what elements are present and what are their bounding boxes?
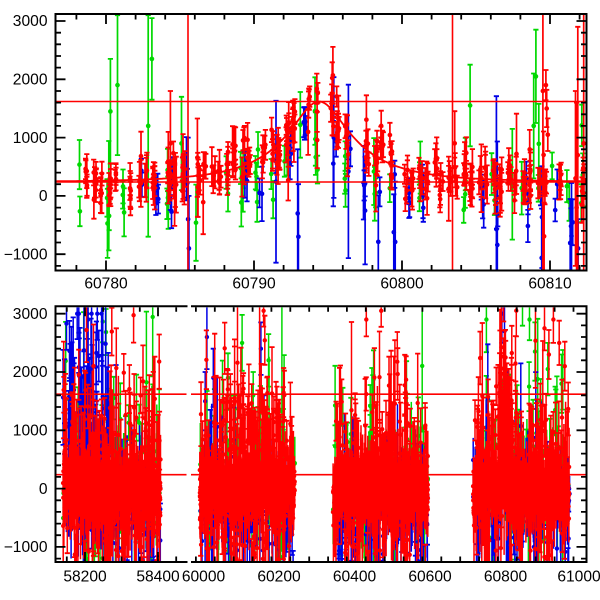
svg-text:60780: 60780 [84, 276, 128, 293]
svg-text:60790: 60790 [232, 276, 276, 293]
svg-text:3000: 3000 [13, 13, 48, 30]
svg-text:3000: 3000 [13, 306, 48, 323]
svg-text:2000: 2000 [13, 364, 48, 381]
svg-text:−1000: −1000 [4, 246, 48, 263]
svg-text:58400: 58400 [136, 569, 180, 586]
svg-text:2000: 2000 [13, 72, 48, 89]
svg-text:1000: 1000 [13, 423, 48, 440]
svg-text:0: 0 [39, 188, 48, 205]
svg-text:60400: 60400 [333, 569, 377, 586]
svg-text:60810: 60810 [528, 276, 572, 293]
svg-text:0: 0 [39, 481, 48, 498]
svg-text:60800: 60800 [484, 569, 528, 586]
svg-text:−1000: −1000 [4, 539, 48, 556]
svg-text:60600: 60600 [408, 569, 452, 586]
svg-text:60000: 60000 [182, 569, 226, 586]
svg-text:60200: 60200 [257, 569, 301, 586]
svg-text:58200: 58200 [63, 569, 107, 586]
svg-text:61000: 61000 [557, 569, 600, 586]
svg-text:60800: 60800 [380, 276, 424, 293]
svg-text:1000: 1000 [13, 130, 48, 147]
